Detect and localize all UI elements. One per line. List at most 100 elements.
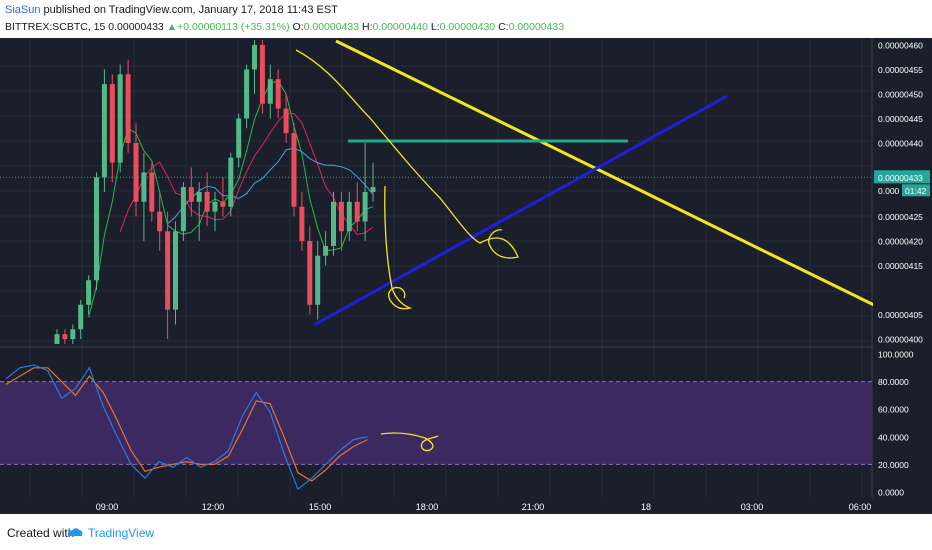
time-tick-label: 12:00 [202, 502, 225, 512]
indicator-tick-label: 40.0000 [878, 432, 909, 442]
low-value: 0.00000430 [439, 21, 496, 33]
last-price-tag-label: 0.00000433 [878, 173, 923, 183]
tradingview-logo-icon [67, 528, 83, 536]
overbought-oversold-band [0, 381, 872, 465]
candle-body [299, 206, 305, 242]
close-value: 0.00000433 [508, 21, 565, 33]
candle-body [259, 44, 265, 104]
candle-body [283, 108, 289, 134]
time-tick-label: 06:00 [849, 502, 872, 512]
time-axis-background [0, 499, 932, 514]
ma-blue-line [167, 147, 374, 225]
candle-body [370, 187, 376, 192]
candle-body [338, 201, 344, 232]
candle-body [78, 304, 84, 330]
price-tick-label: 0.00000400 [878, 335, 923, 345]
high-label: H: [362, 21, 373, 33]
candle-body [173, 231, 178, 310]
open-label: O: [292, 21, 304, 33]
time-tick-label: 21:00 [522, 502, 545, 512]
time-tick-label: 15:00 [309, 502, 332, 512]
published-text: published on TradingView.com, January 17… [43, 4, 338, 16]
time-tick-label: 18:00 [416, 502, 439, 512]
price-tick-label: 0.00000405 [878, 310, 923, 320]
candle-body [54, 334, 60, 344]
author-link[interactable]: SiaSun [5, 4, 41, 16]
candle-body [165, 231, 171, 310]
price-tick-label: 0.00000450 [878, 89, 923, 99]
indicator-tick-label: 80.0000 [878, 377, 909, 387]
candle-body [149, 172, 155, 212]
stoch-indicator [5, 364, 368, 491]
candle-body [354, 201, 360, 222]
candle-body [244, 69, 250, 119]
price-tick-label: 0.00000445 [878, 114, 923, 124]
indicator-band [0, 381, 872, 465]
candle-body [252, 44, 257, 70]
freehand-curve-2[interactable] [384, 185, 413, 310]
stoch-d-line [5, 367, 368, 482]
indicator-tick-label: 100.0000 [878, 350, 914, 360]
candle-body [86, 280, 92, 305]
candle-body [307, 241, 313, 305]
time-axis[interactable]: 09:00 12:00 15:00 18:00 21:00 18 03:00 06:00 [0, 499, 932, 514]
candle-body [180, 187, 186, 232]
candle-body [101, 84, 107, 178]
candle-body [331, 201, 336, 246]
publish-line: SiaSun published on TradingView.com, Jan… [5, 4, 338, 16]
candle-body [188, 187, 194, 202]
candle-body [141, 172, 147, 202]
indicator-tick-label: 20.0000 [878, 460, 909, 470]
ma-red-line [119, 113, 374, 236]
candle-body [220, 201, 226, 207]
candle-body [315, 255, 321, 305]
trendline-yellow[interactable] [335, 39, 877, 308]
candle-body [157, 211, 163, 232]
candle-body [275, 79, 281, 109]
price-tick-label: 0.00000440 [878, 138, 923, 148]
candle-body [196, 192, 202, 202]
change-value: +0.00000113 (+35.31%) [177, 21, 290, 33]
drawings [295, 39, 877, 452]
candles [54, 40, 376, 344]
candle-body [346, 201, 352, 232]
last-price-tag [874, 170, 930, 184]
freehand-curve-3[interactable] [380, 432, 439, 452]
partial-price-label: 0.000 [878, 186, 900, 196]
last-price: 0.00000433 [108, 21, 164, 33]
candle-body [125, 74, 131, 143]
chart-svg[interactable]: 0.00000460 0.00000455 0.00000450 0.00000445… [0, 38, 932, 514]
candle-body [70, 329, 76, 340]
time-tick-label: 18 [641, 502, 651, 512]
candle-body [109, 84, 115, 163]
candle-body [267, 79, 273, 104]
time-tick-label: 03:00 [741, 502, 764, 512]
countdown-tag [902, 184, 930, 197]
candle-body [291, 133, 297, 207]
candle-body [94, 177, 99, 281]
time-tick-label: 09:00 [96, 502, 119, 512]
close-label: C: [498, 21, 509, 33]
symbol-label[interactable]: BITTREX:SCBTC, 15 [5, 21, 106, 33]
chart-header: SiaSun published on TradingView.com, Jan… [0, 0, 932, 38]
price-tick-label: 0.00000420 [878, 237, 923, 247]
price-tick-label: 0.00000460 [878, 40, 923, 50]
indicator-tick-label: 60.0000 [878, 405, 909, 415]
change-up-icon: ▲ [166, 21, 178, 33]
candle-body [133, 142, 139, 202]
trendline-blue[interactable] [313, 94, 728, 327]
freehand-curve-1[interactable] [295, 49, 519, 259]
candle-body [323, 245, 329, 256]
price-tick-label: 0.00000415 [878, 261, 923, 271]
ohlc-line: BITTREX:SCBTC, 15 0.00000433 ▲+0.0000011… [5, 21, 564, 33]
stoch-k-line [5, 364, 368, 491]
indicator-tick-label: 0.0000 [878, 488, 904, 498]
price-axis[interactable]: 0.00000460 0.00000455 0.00000450 0.00000445… [873, 38, 932, 514]
price-tick-label: 0.00000455 [878, 65, 923, 75]
candle-body [117, 74, 123, 163]
chart-area[interactable]: 0.00000460 0.00000455 0.00000450 0.00000445… [0, 38, 932, 514]
tradingview-brand-link[interactable]: TradingView [88, 526, 155, 540]
candle-body [212, 201, 218, 212]
low-label: L: [430, 21, 440, 33]
candle-body [62, 334, 68, 340]
